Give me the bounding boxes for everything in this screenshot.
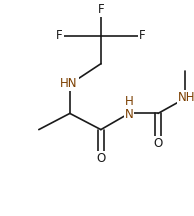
Text: H: H bbox=[125, 95, 133, 108]
Text: N: N bbox=[125, 108, 133, 121]
Text: O: O bbox=[96, 152, 106, 165]
Text: F: F bbox=[56, 29, 63, 42]
Text: F: F bbox=[98, 3, 104, 16]
Text: F: F bbox=[139, 29, 146, 42]
Text: HN: HN bbox=[60, 77, 78, 90]
Text: O: O bbox=[153, 137, 163, 150]
Text: NH: NH bbox=[178, 91, 194, 104]
